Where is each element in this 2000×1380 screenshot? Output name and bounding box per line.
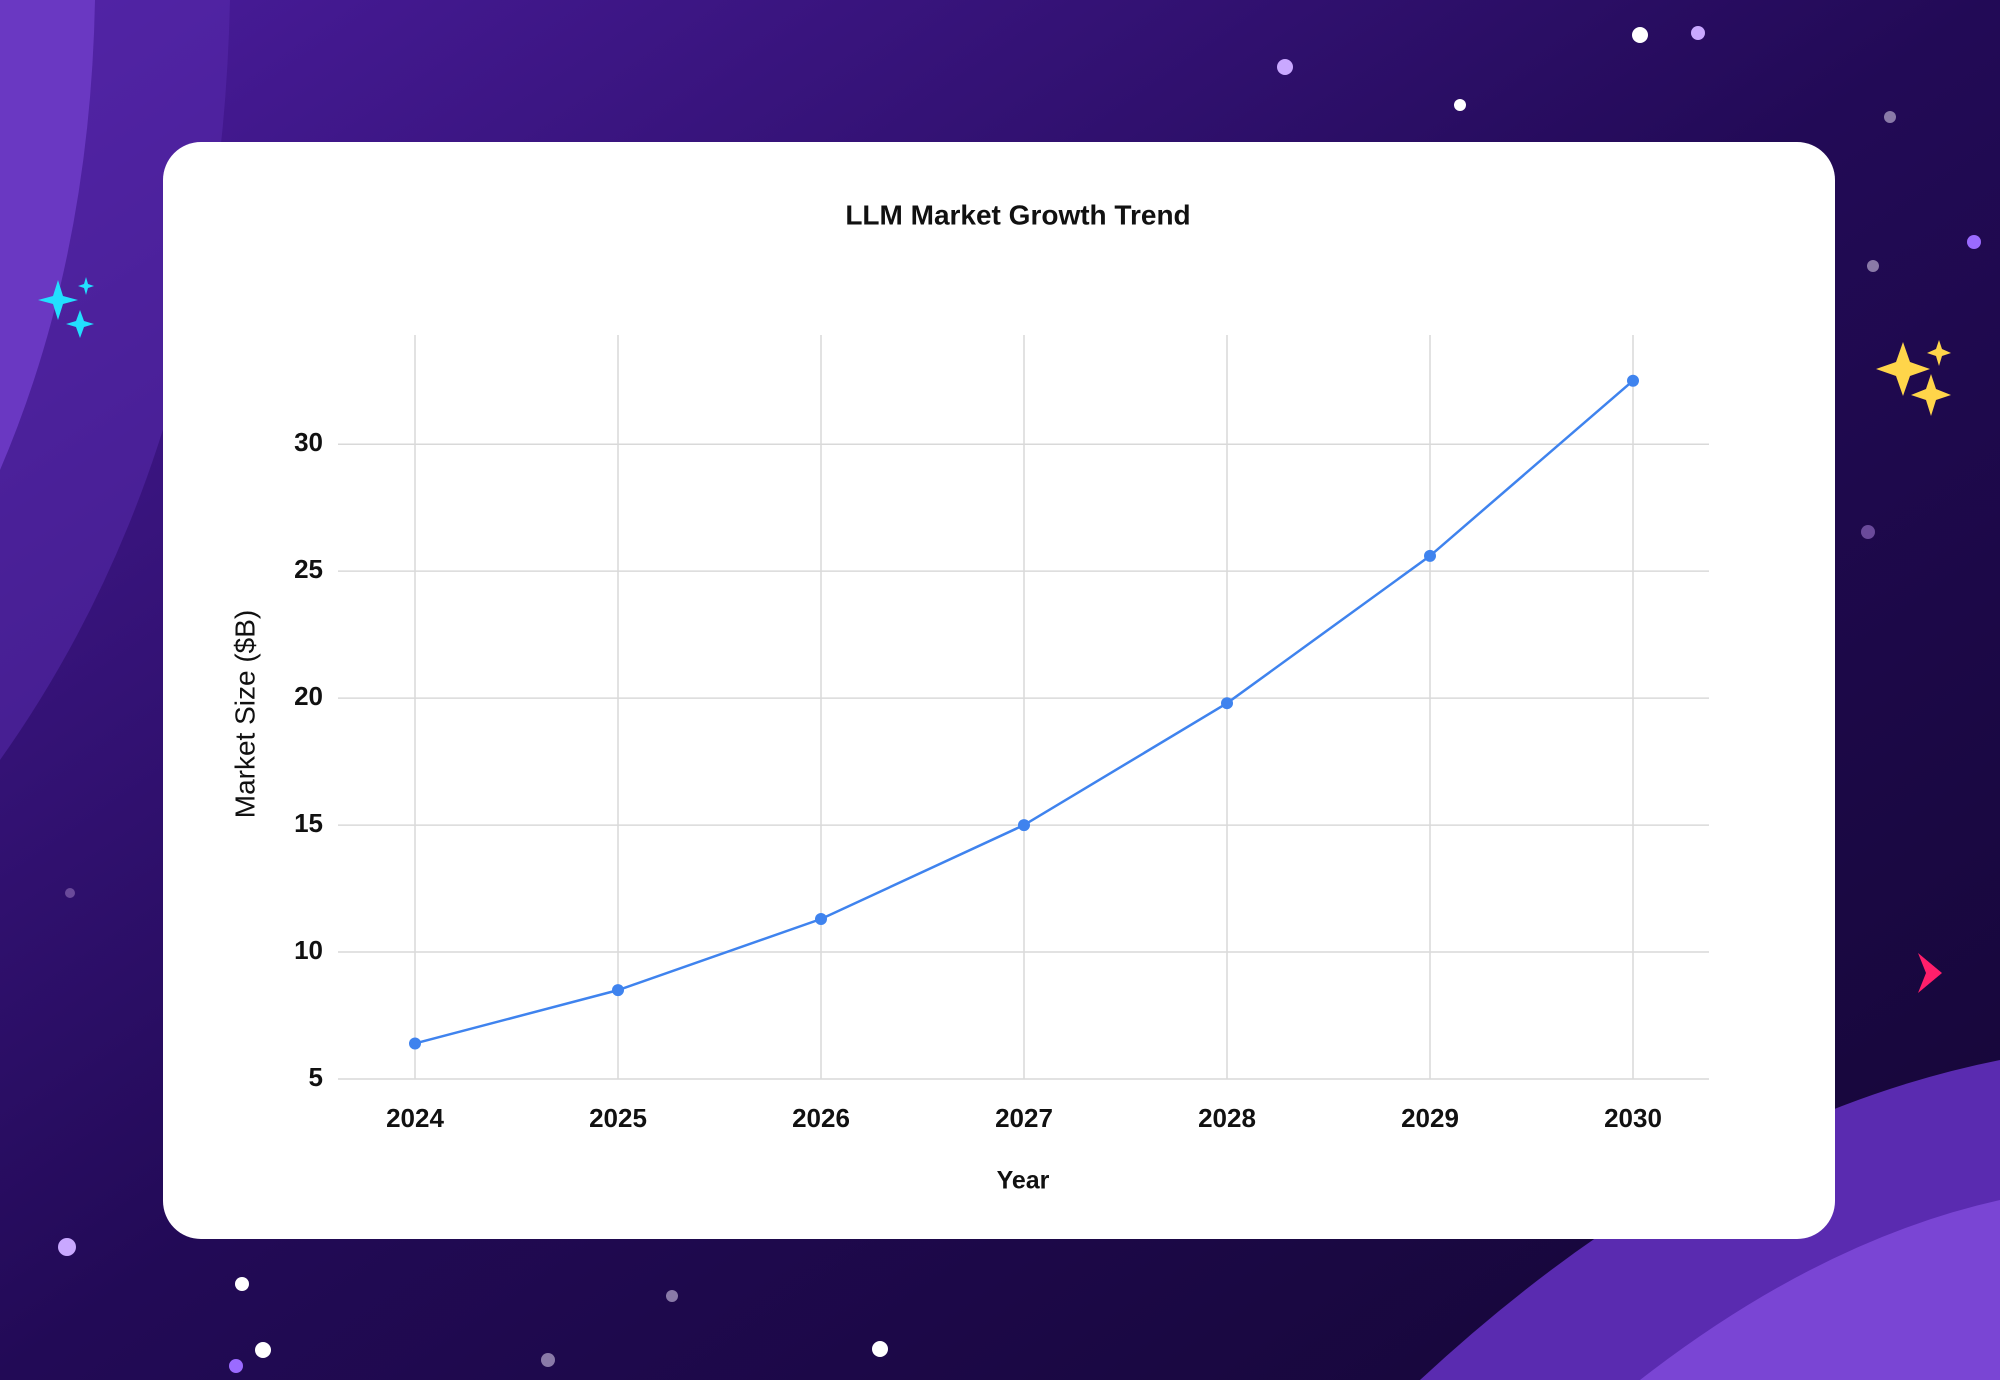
decor-sparkle xyxy=(1876,340,1951,416)
point xyxy=(1424,549,1436,562)
x-axis-label: Year xyxy=(997,1167,1050,1195)
point xyxy=(1018,819,1030,832)
x-tick-label: 2025 xyxy=(589,1103,647,1133)
x-tick-label: 2030 xyxy=(1604,1103,1662,1133)
x-tick-label: 2024 xyxy=(386,1103,444,1133)
y-axis-label: Market Size ($B) xyxy=(229,610,260,819)
y-tick-label: 15 xyxy=(294,808,323,838)
x-tick-label: 2029 xyxy=(1401,1103,1459,1133)
point xyxy=(815,913,827,926)
y-tick-label: 20 xyxy=(294,681,323,711)
chart-title: LLM Market Growth Trend xyxy=(845,199,1190,230)
point xyxy=(1627,374,1639,387)
x-tick-label: 2027 xyxy=(995,1103,1053,1133)
decor-wave xyxy=(1640,1200,2000,1380)
decor-dots xyxy=(58,26,1981,1373)
y-tick-label: 10 xyxy=(294,935,323,965)
y-tick-label: 5 xyxy=(309,1062,323,1092)
point xyxy=(612,984,624,997)
point xyxy=(1221,697,1233,710)
x-tick-label: 2026 xyxy=(792,1103,850,1133)
chart-card xyxy=(163,142,1835,1239)
point xyxy=(409,1037,421,1050)
x-tick-label: 2028 xyxy=(1198,1103,1256,1133)
decor-arrow xyxy=(1918,953,1942,993)
decor-sparkle xyxy=(38,277,94,338)
y-tick-label: 30 xyxy=(294,427,323,457)
y-tick-label: 25 xyxy=(294,554,323,584)
